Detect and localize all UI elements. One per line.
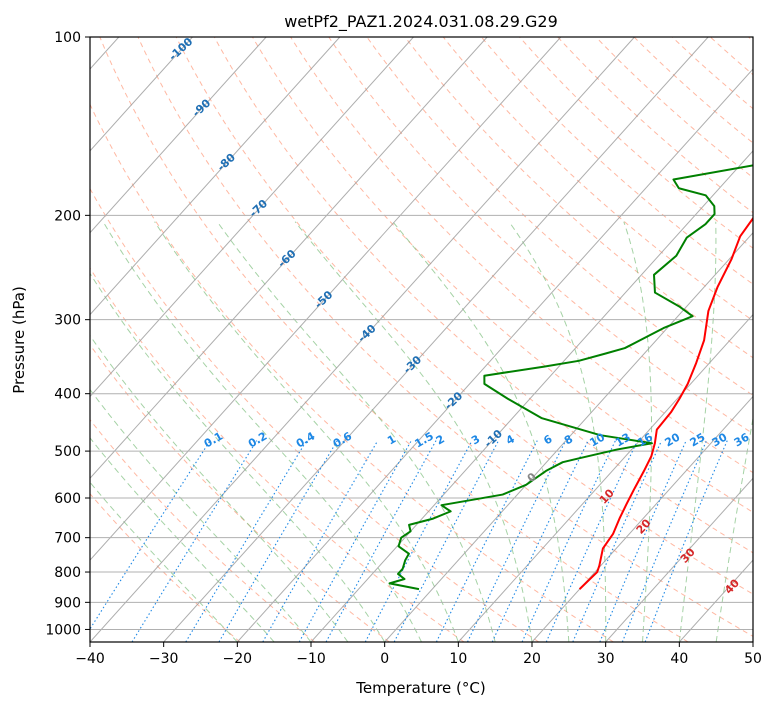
y-tick-label: 400	[54, 387, 81, 403]
y-axis-label: Pressure (hPa)	[10, 286, 28, 394]
x-tick-label: −10	[296, 651, 326, 667]
dry-adiabat-line	[442, 37, 753, 322]
chart-title: wetPf2_PAZ1.2024.031.08.29.G29	[284, 12, 558, 32]
dry-adiabat-line	[175, 37, 753, 595]
isotherm-line	[384, 231, 753, 642]
mixing-ratio-line	[131, 440, 258, 642]
moist-adiabat-line	[102, 221, 422, 642]
isotherm-line	[90, 37, 488, 480]
y-tick-label: 800	[54, 565, 81, 581]
dry-adiabat-line	[90, 418, 315, 642]
dry-adiabat-line	[90, 493, 241, 642]
dry-adiabat-line	[90, 103, 614, 642]
x-tick-label: 40	[670, 651, 688, 667]
mixing-ratio-line	[599, 440, 687, 642]
isotherm-line	[457, 313, 753, 642]
moist-adiabat-line	[392, 221, 570, 642]
mixing-ratio-line	[218, 440, 338, 642]
isotherm-line	[163, 37, 709, 642]
mixing-ratio-line	[298, 440, 412, 642]
isotherm-line	[90, 37, 193, 152]
y-tick-label: 1000	[45, 622, 81, 638]
dry-adiabat-line	[366, 37, 753, 396]
isotherm-line	[90, 37, 635, 642]
mixing-ratio-line	[545, 440, 638, 642]
dry-adiabat-line	[99, 37, 689, 642]
temperature-profile-line	[578, 216, 753, 590]
isotherm-line	[531, 395, 753, 642]
isotherm-line	[90, 37, 341, 316]
mixing-ratio-line	[521, 440, 616, 642]
isotherm-line	[236, 68, 753, 642]
x-tick-label: −30	[149, 651, 179, 667]
y-tick-label: 900	[54, 595, 81, 611]
moist-adiabat-line	[508, 221, 607, 642]
dry-adiabat-line	[404, 37, 753, 359]
mixing-ratio-line	[90, 440, 211, 630]
series-layer	[388, 164, 753, 591]
moist-adiabat-line	[90, 272, 386, 642]
moist-adiabat-line	[678, 221, 717, 642]
y-tick-label: 600	[54, 491, 81, 507]
x-tick-label: 10	[449, 651, 467, 667]
dewpoint-profile-line	[388, 164, 753, 591]
y-tick-label: 100	[54, 30, 81, 46]
moist-adiabat-line	[90, 437, 275, 642]
isotherm-line	[90, 37, 562, 561]
y-tick-label: 500	[54, 444, 81, 460]
isotherm-line	[90, 37, 414, 398]
x-tick-label: −40	[75, 651, 105, 667]
mixing-ratio-line	[435, 440, 538, 642]
mixing-ratio-line	[325, 440, 437, 642]
x-tick-label: 30	[597, 651, 615, 667]
mixing-ratio-line	[185, 440, 308, 642]
grid-layer	[90, 37, 753, 642]
mixing-ratio-line	[572, 440, 663, 642]
mixing-ratio-line	[467, 440, 567, 642]
dry-adiabat-line	[213, 37, 753, 554]
tick-layer: −40 −30 −20 −10 0 10 20 30 40 50 100 200 300 400 500 60…	[45, 30, 762, 667]
isotherm-line	[605, 477, 753, 642]
x-tick-label: 0	[380, 651, 389, 667]
moist-adiabat-line	[90, 481, 238, 642]
x-tick-label: −20	[223, 651, 253, 667]
dry-adiabat-line	[90, 267, 465, 642]
moist-adiabat-line	[216, 221, 496, 642]
y-tick-label: 200	[54, 208, 81, 224]
plot-frame	[89, 36, 754, 643]
x-axis-label: Temperature (°C)	[355, 679, 485, 697]
moist-adiabat-line	[715, 415, 753, 642]
isotherm-line	[90, 37, 267, 234]
x-tick-label: 50	[744, 651, 762, 667]
moist-adiabat-line	[90, 334, 349, 642]
x-tick-label: 20	[523, 651, 541, 667]
dry-adiabat-line	[137, 37, 753, 637]
y-tick-label: 700	[54, 531, 81, 547]
moist-adiabat-line	[623, 221, 653, 642]
y-tick-label: 300	[54, 313, 81, 329]
moist-adiabat-line	[154, 221, 459, 642]
isotherm-line	[310, 150, 753, 642]
